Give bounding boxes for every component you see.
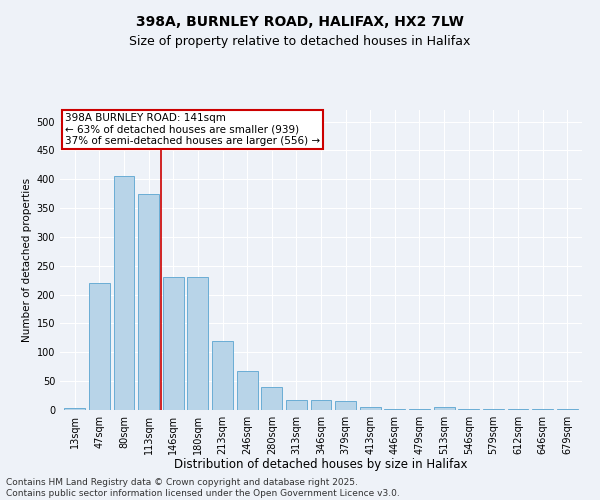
Bar [64, 408, 85, 410]
Bar [458, 409, 479, 410]
Bar [187, 278, 208, 410]
Text: Contains HM Land Registry data © Crown copyright and database right 2025.
Contai: Contains HM Land Registry data © Crown c… [6, 478, 400, 498]
Y-axis label: Number of detached properties: Number of detached properties [22, 178, 32, 342]
Bar [311, 400, 331, 410]
Bar [360, 407, 381, 410]
Bar [138, 194, 159, 410]
Bar [261, 387, 282, 410]
Bar [409, 409, 430, 410]
Bar [434, 407, 455, 410]
Bar [89, 283, 110, 410]
Bar [335, 402, 356, 410]
Bar [236, 371, 257, 410]
Text: 398A, BURNLEY ROAD, HALIFAX, HX2 7LW: 398A, BURNLEY ROAD, HALIFAX, HX2 7LW [136, 15, 464, 29]
Bar [212, 341, 233, 410]
Text: 398A BURNLEY ROAD: 141sqm
← 63% of detached houses are smaller (939)
37% of semi: 398A BURNLEY ROAD: 141sqm ← 63% of detac… [65, 113, 320, 146]
X-axis label: Distribution of detached houses by size in Halifax: Distribution of detached houses by size … [174, 458, 468, 471]
Bar [113, 176, 134, 410]
Bar [286, 400, 307, 410]
Text: Size of property relative to detached houses in Halifax: Size of property relative to detached ho… [130, 35, 470, 48]
Bar [163, 278, 184, 410]
Bar [385, 409, 406, 410]
